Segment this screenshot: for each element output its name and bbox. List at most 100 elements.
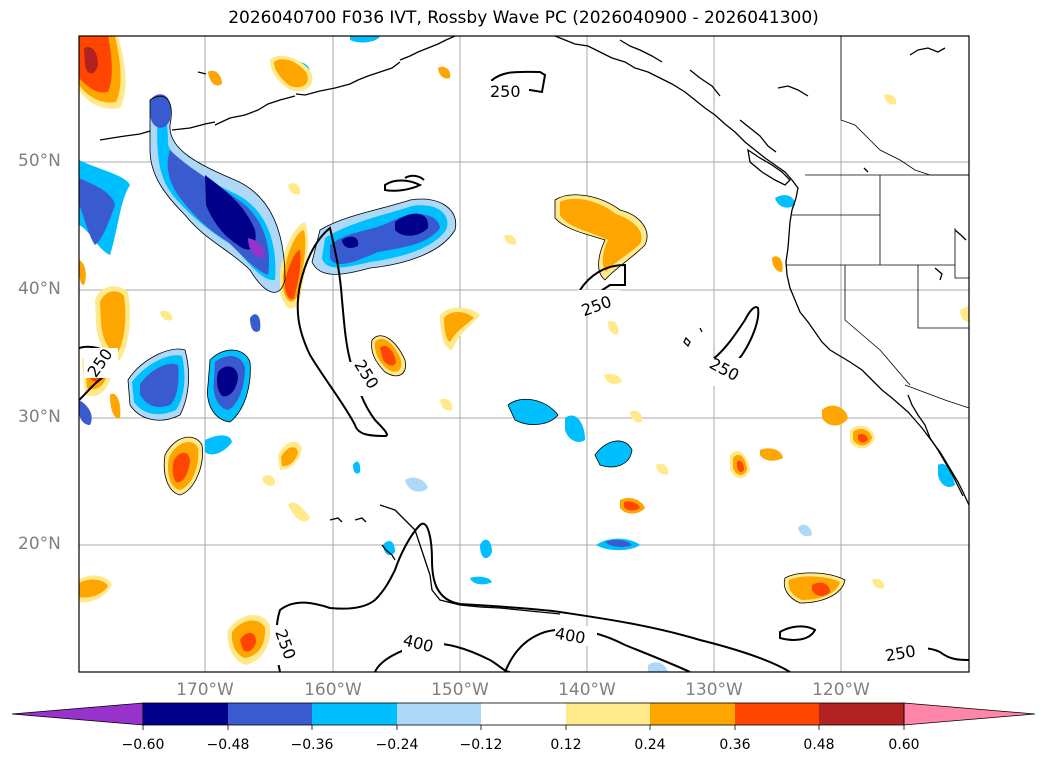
warm-feature (504, 234, 517, 245)
colorbar-extend-low (11, 702, 144, 726)
negative-anomaly-shading (79, 36, 955, 672)
ivt-contour-400 (374, 642, 511, 672)
blue-feature (248, 238, 265, 258)
warm-feature (79, 579, 108, 598)
warm-feature (288, 502, 310, 522)
colorbar-tick-label: 0.24 (634, 737, 666, 753)
colorbar-bin (143, 703, 228, 725)
warm-feature (960, 306, 969, 322)
blue-feature (383, 540, 395, 556)
colorbar-bin (312, 703, 397, 725)
colorbar-tick-label: −0.60 (121, 737, 165, 753)
coastlines (99, 36, 969, 615)
colorbar-bin (481, 703, 566, 725)
colorbar-tick-label: 0.36 (719, 737, 751, 753)
warm-feature (630, 410, 643, 423)
warm-feature (608, 320, 619, 335)
warm-feature (604, 373, 622, 384)
warm-feature (822, 405, 848, 426)
colorbar-tick-label: −0.24 (375, 737, 419, 753)
blue-feature (79, 178, 115, 245)
warm-feature (440, 398, 453, 411)
anomaly-outlines (127, 95, 846, 604)
blue-feature (405, 477, 428, 492)
blue-feature (395, 213, 429, 236)
blue-feature (217, 366, 238, 397)
warm-feature (884, 94, 897, 105)
ivt-contour-250 (779, 625, 817, 641)
warm-feature (872, 578, 885, 589)
ivt-contour-250 (296, 226, 388, 438)
warm-feature (110, 393, 121, 419)
ivt-contour-250 (404, 174, 425, 181)
blue-feature (798, 524, 812, 537)
map-frame (78, 35, 970, 673)
blue-feature (353, 461, 361, 474)
lat-label-50n: 50°N (18, 151, 61, 171)
lon-label-120w: 120°W (812, 680, 870, 700)
warm-feature (858, 433, 868, 443)
blue-feature (470, 576, 492, 585)
lon-label-150w: 150°W (431, 680, 489, 700)
blue-feature (480, 539, 492, 559)
lat-label-20n: 20°N (18, 534, 61, 554)
political-borders (786, 36, 969, 409)
warm-feature (760, 448, 783, 461)
blue-feature (79, 400, 92, 425)
colorbar-bin (397, 703, 481, 725)
positive-anomaly-shading (79, 36, 969, 665)
colorbar-bin (228, 703, 312, 725)
warm-feature (160, 310, 173, 321)
map-title: 2026040700 F036 IVT, Rossby Wave PC (202… (228, 8, 819, 28)
map-plot (79, 36, 969, 672)
blue-feature (508, 399, 558, 425)
warm-feature (100, 291, 126, 353)
warm-feature (444, 312, 474, 342)
lon-label-170w: 170°W (176, 680, 234, 700)
blue-feature (938, 463, 955, 487)
colorbar-tick-label: −0.48 (206, 737, 250, 753)
colorbar-tick-label: 0.12 (550, 737, 582, 753)
colorbar-tick-label: 0.48 (803, 737, 835, 753)
blue-feature (595, 440, 632, 467)
colorbar-bin (566, 703, 650, 725)
warm-feature (772, 256, 783, 272)
warm-feature (274, 59, 308, 88)
warm-feature (288, 183, 301, 195)
ivt-contour-250 (275, 522, 791, 672)
warm-feature (737, 460, 744, 473)
blue-feature (140, 363, 179, 407)
blue-feature (775, 195, 795, 208)
blue-feature (648, 662, 668, 672)
warm-feature (560, 198, 642, 272)
contour-label-backings (84, 81, 928, 665)
warm-feature (285, 250, 301, 300)
colorbar-bin (819, 703, 904, 725)
lat-label-40n: 40°N (18, 279, 61, 299)
lon-label-130w: 130°W (685, 680, 743, 700)
colorbar-tick-label: −0.36 (290, 737, 334, 753)
warm-feature (380, 345, 396, 366)
warm-feature (656, 463, 669, 475)
warm-feature (84, 46, 98, 74)
warm-feature (262, 475, 276, 486)
colorbar-extend-high (903, 702, 1036, 726)
warm-feature (624, 501, 640, 511)
colorbar-bin (650, 703, 735, 725)
colorbar-tick-label: −0.12 (459, 737, 503, 753)
colorbar-bin (735, 703, 819, 725)
blue-feature (205, 175, 256, 250)
lon-label-140w: 140°W (558, 680, 616, 700)
warm-feature (172, 452, 190, 483)
ivt-contour-250 (384, 179, 423, 192)
blue-feature (342, 236, 359, 248)
blue-feature (565, 415, 585, 442)
warm-feature (208, 70, 222, 86)
warm-feature (240, 632, 256, 652)
colorbar-tick-label: 0.60 (888, 737, 920, 753)
blue-feature (605, 539, 632, 547)
lat-label-30n: 30°N (18, 407, 61, 427)
blue-feature (150, 94, 171, 128)
warm-feature (79, 260, 86, 285)
